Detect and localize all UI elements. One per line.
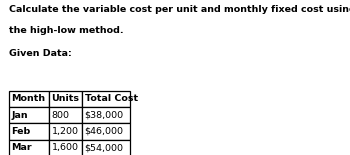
Text: Total Cost: Total Cost	[85, 94, 138, 103]
Text: Calculate the variable cost per unit and monthly fixed cost using: Calculate the variable cost per unit and…	[9, 5, 350, 14]
Text: Mar: Mar	[11, 143, 32, 152]
Text: $38,000: $38,000	[85, 111, 124, 120]
Text: Given Data:: Given Data:	[9, 49, 71, 58]
Text: $54,000: $54,000	[85, 143, 124, 152]
Text: Feb: Feb	[11, 127, 30, 136]
Text: $46,000: $46,000	[85, 127, 124, 136]
Text: Jan: Jan	[11, 111, 28, 120]
Text: 1,200: 1,200	[51, 127, 78, 136]
Text: the high-low method.: the high-low method.	[9, 26, 123, 35]
Text: Units: Units	[51, 94, 79, 103]
Text: 800: 800	[51, 111, 69, 120]
Text: Month: Month	[11, 94, 46, 103]
Text: 1,600: 1,600	[51, 143, 78, 152]
